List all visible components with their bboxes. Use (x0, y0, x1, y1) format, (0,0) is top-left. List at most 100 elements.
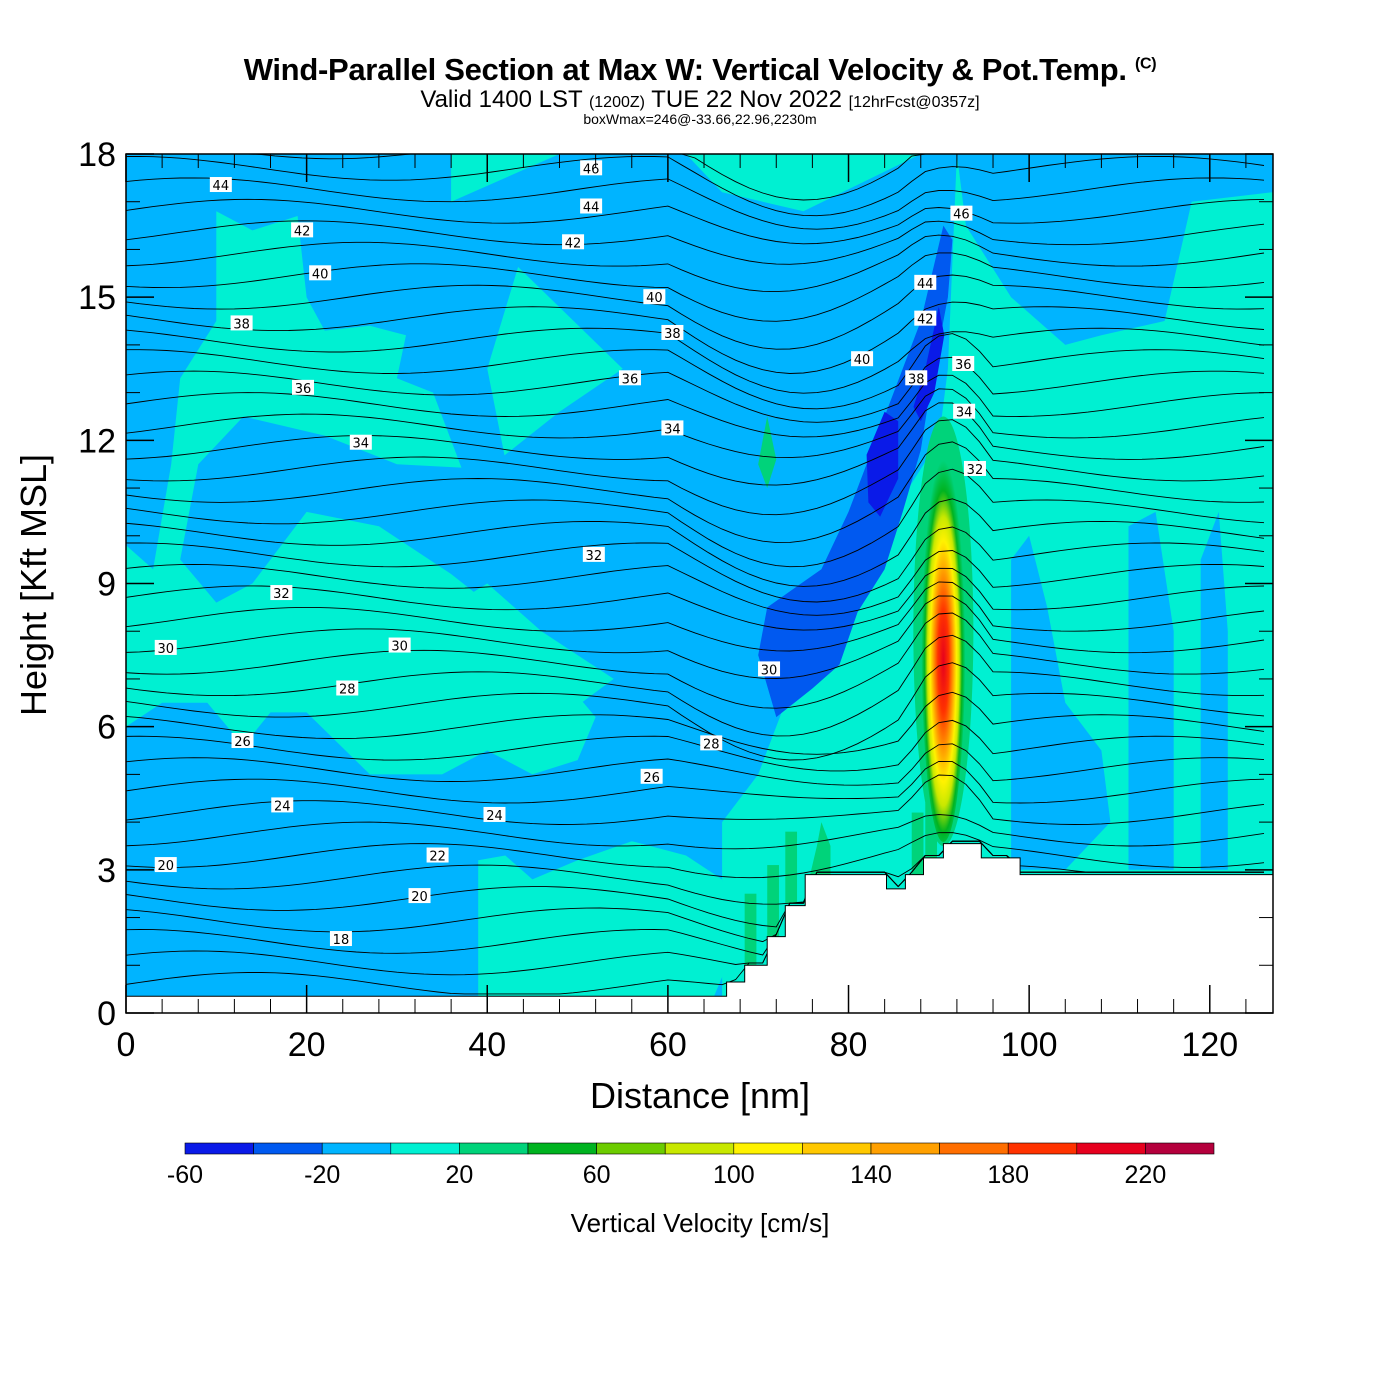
theta-label-text: 40 (646, 291, 663, 306)
shade-cyan-lower (478, 841, 732, 999)
theta-label: 28 (700, 735, 723, 752)
colorbar-tick-label: 60 (583, 1161, 611, 1189)
terrain (126, 843, 1273, 1013)
shade-cyan-mid (324, 583, 614, 713)
theta-contour-23 (126, 441, 1265, 544)
theta-label-text: 32 (967, 463, 984, 478)
x-tick-label: 120 (1181, 1026, 1238, 1064)
theta-label: 34 (953, 403, 976, 421)
theta-contour-13 (126, 662, 1265, 761)
theta-label-text: 30 (391, 640, 408, 655)
colorbar-swatch (321, 1142, 392, 1155)
colorbar-tick-label: 220 (1125, 1161, 1167, 1189)
terrain-profile (126, 843, 1273, 1013)
y-tick-label: 3 (97, 852, 116, 890)
theta-label: 42 (914, 310, 937, 328)
theta-contour-32 (126, 274, 1265, 350)
theta-label-bg (758, 661, 781, 677)
theta-label-bg (329, 931, 352, 947)
theta-label-bg (643, 289, 666, 305)
theta-label-text: 28 (703, 737, 720, 752)
shade-strong-downdraft (758, 225, 953, 718)
theta-contour-27 (126, 374, 1265, 438)
theta-contour-29 (126, 333, 1265, 410)
colorbar-swatch (1076, 1142, 1146, 1155)
theta-label: 24 (271, 797, 294, 814)
theta-label: 36 (952, 355, 975, 373)
theta-contour-15 (126, 612, 1265, 709)
theta-contour-6 (126, 832, 1265, 879)
shade-lee-green-0 (744, 893, 757, 966)
theta-label: 32 (270, 585, 293, 602)
theta-label-text: 28 (339, 682, 356, 697)
theta-label-bg (408, 888, 431, 904)
theta-contour-30 (126, 327, 1265, 394)
theta-contour-18 (126, 567, 1265, 631)
colorbar-tick-label: 140 (850, 1161, 892, 1189)
theta-label-text: 26 (643, 771, 660, 786)
theta-label-bg (483, 806, 506, 822)
theta-label-bg (336, 680, 359, 696)
colorbar-swatch (184, 1142, 254, 1155)
theta-label-text: 24 (486, 809, 503, 824)
shade-upstream-downdraft (126, 154, 524, 999)
theta-label-text: 32 (586, 549, 603, 564)
theta-label-bg (851, 351, 874, 367)
theta-contours (126, 154, 1265, 995)
theta-label: 22 (426, 847, 449, 865)
theta-label: 46 (580, 160, 603, 177)
theta-contour-25 (126, 402, 1265, 486)
colorbar-swatch (1007, 1142, 1078, 1155)
shade-lee-green-4 (925, 803, 938, 861)
theta-label-bg (963, 460, 986, 476)
theta-label: 38 (230, 315, 253, 332)
theta-label-bg (905, 370, 928, 386)
shade-core-downdraft-2 (913, 306, 945, 422)
theta-contour-11 (126, 719, 1265, 772)
theta-label-bg (618, 370, 641, 386)
shade-right-upper-down (956, 154, 1273, 345)
theta-label-bg (388, 637, 411, 653)
theta-label: 36 (292, 379, 315, 397)
shade-lee-green-3 (911, 812, 924, 875)
theta-label: 32 (963, 460, 986, 478)
theta-contour-22 (126, 468, 1265, 568)
y-tick-label: 9 (97, 566, 116, 604)
theta-label-bg (700, 735, 723, 751)
colorbar-swatch (939, 1142, 1009, 1155)
theta-label-text: 40 (854, 353, 871, 368)
theta-label: 20 (154, 857, 177, 874)
theta-label-text: 44 (917, 277, 934, 292)
x-tick-label: 0 (117, 1026, 136, 1064)
velocity-shading (126, 154, 1273, 1013)
theta-label-text: 42 (294, 224, 311, 239)
theta-label-text: 36 (622, 372, 639, 387)
theta-label-bg (953, 403, 976, 419)
y-tick-label: 12 (78, 422, 116, 460)
x-axis-label: Distance [nm] (590, 1075, 810, 1116)
y-axis-label: Height [Kft MSL] (13, 454, 54, 716)
y-tick-label: 15 (78, 279, 116, 317)
chart-box-wmax: boxWmax=246@-33.66,22.96,2230m (583, 111, 817, 127)
theta-label: 30 (758, 661, 781, 678)
theta-label-text: 44 (583, 200, 600, 215)
theta-label-text: 30 (761, 663, 778, 678)
theta-label-bg (661, 420, 684, 436)
theta-label: 40 (643, 289, 666, 306)
shade-right-columns-3 (1200, 511, 1228, 870)
theta-label-text: 44 (213, 179, 230, 194)
theta-contour-26 (126, 388, 1265, 459)
theta-contour-5 (126, 840, 1264, 905)
theta-label-bg (309, 265, 332, 281)
y-tick-label: 6 (97, 709, 116, 747)
theta-contour-14 (126, 634, 1265, 737)
theta-label-bg (154, 639, 177, 655)
theta-label: 46 (950, 205, 973, 223)
theta-label: 40 (309, 265, 332, 282)
theta-label-text: 40 (312, 267, 329, 282)
theta-label-text: 46 (583, 162, 600, 177)
x-tick-label: 60 (649, 1026, 687, 1064)
theta-label: 24 (483, 806, 506, 824)
